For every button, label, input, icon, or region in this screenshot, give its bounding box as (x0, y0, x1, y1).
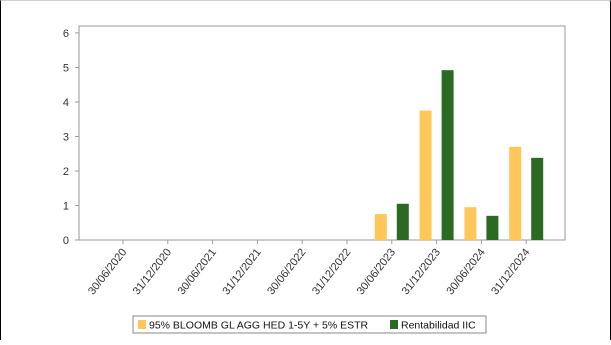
bar-benchmark (374, 214, 387, 240)
x-tick-label: 31/12/2024 (489, 246, 532, 297)
y-axis: 0 1 2 3 4 5 6 (63, 28, 79, 247)
bar-benchmark (419, 110, 432, 240)
bar-fund (486, 215, 499, 240)
y-tick-label: 0 (63, 235, 69, 247)
legend-label-benchmark: 95% BLOOMB GL AGG HED 1-5Y + 5% ESTR (149, 320, 369, 332)
x-tick-label: 31/12/2020 (131, 246, 174, 297)
y-tick-label: 6 (63, 28, 69, 40)
y-tick-label: 5 (63, 62, 69, 74)
y-tick-label: 4 (63, 97, 69, 109)
x-tick-label: 30/06/2022 (265, 246, 308, 297)
legend-swatch-fund (390, 320, 398, 329)
bar-fund (531, 157, 544, 240)
x-tick-label: 31/12/2023 (400, 246, 443, 297)
x-tick-label: 30/06/2023 (355, 246, 398, 297)
x-tick-label: 30/06/2021 (176, 246, 219, 297)
y-tick-label: 2 (63, 166, 69, 178)
y-tick-label: 3 (63, 131, 69, 143)
bar-fund (396, 203, 409, 240)
x-axis: 30/06/2020 31/12/2020 30/06/2021 31/12/2021… (86, 240, 533, 297)
bar-benchmark (509, 146, 522, 240)
legend-swatch-benchmark (138, 320, 146, 329)
bars (374, 70, 544, 240)
legend: 95% BLOOMB GL AGG HED 1-5Y + 5% ESTR Ren… (132, 315, 487, 334)
x-tick-label: 31/12/2022 (310, 246, 353, 297)
plot-area (78, 25, 566, 241)
x-tick-label: 30/06/2024 (444, 246, 487, 297)
x-tick-label: 30/06/2020 (86, 246, 129, 297)
bar-benchmark (464, 207, 477, 240)
bar-fund (441, 70, 454, 240)
legend-label-fund: Rentabilidad IIC (401, 320, 476, 332)
y-tick-label: 1 (63, 200, 69, 212)
x-tick-label: 31/12/2021 (220, 246, 263, 297)
